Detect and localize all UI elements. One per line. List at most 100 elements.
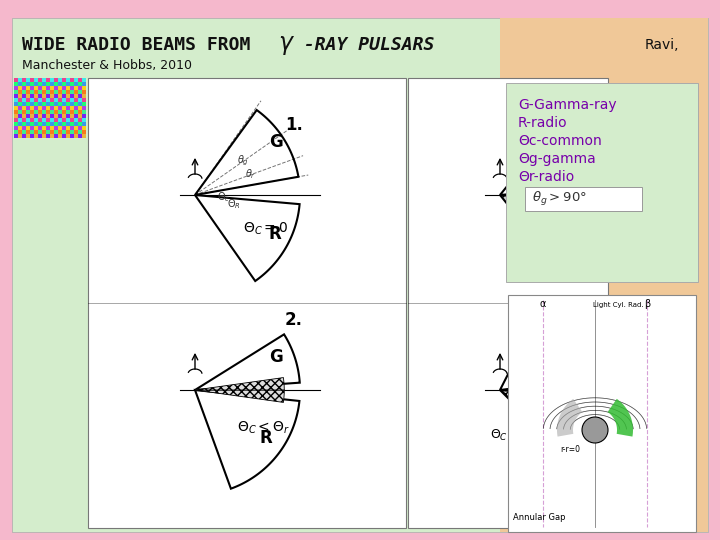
Bar — [42, 126, 46, 130]
Bar — [30, 122, 34, 126]
Bar — [22, 122, 26, 126]
Bar — [74, 114, 78, 118]
Bar — [30, 86, 34, 90]
Bar — [78, 118, 82, 122]
Bar — [62, 106, 66, 110]
Bar — [82, 134, 86, 138]
FancyBboxPatch shape — [88, 78, 406, 528]
Bar — [22, 78, 26, 82]
Circle shape — [582, 417, 608, 443]
Bar — [22, 118, 26, 122]
Bar — [34, 82, 38, 86]
Bar — [30, 118, 34, 122]
Bar — [50, 90, 54, 94]
Bar — [14, 110, 18, 114]
Bar — [22, 90, 26, 94]
Bar — [30, 134, 34, 138]
Text: R: R — [259, 429, 272, 448]
Text: Θg-gamma: Θg-gamma — [518, 152, 595, 166]
Text: -RAY PULSARS: -RAY PULSARS — [293, 36, 434, 54]
FancyBboxPatch shape — [508, 295, 696, 532]
Bar — [30, 78, 34, 82]
Bar — [14, 106, 18, 110]
Bar — [78, 130, 82, 134]
Bar — [66, 134, 70, 138]
Bar — [58, 94, 62, 98]
Bar — [22, 110, 26, 114]
Bar — [30, 82, 34, 86]
Text: $\theta_g > 90°$: $\theta_g > 90°$ — [532, 190, 587, 208]
Bar — [38, 90, 42, 94]
Bar — [82, 114, 86, 118]
Bar — [70, 106, 74, 110]
Bar — [26, 98, 30, 102]
Bar — [14, 126, 18, 130]
Bar — [58, 118, 62, 122]
Bar — [50, 130, 54, 134]
Bar — [26, 90, 30, 94]
Bar — [54, 78, 58, 82]
Bar — [74, 94, 78, 98]
Bar — [74, 102, 78, 106]
Bar — [54, 86, 58, 90]
Text: α: α — [540, 299, 546, 309]
Bar — [78, 82, 82, 86]
Bar — [62, 94, 66, 98]
Bar — [78, 126, 82, 130]
Bar — [58, 98, 62, 102]
Bar — [78, 110, 82, 114]
Text: G: G — [559, 410, 572, 425]
Bar — [38, 94, 42, 98]
Bar — [38, 118, 42, 122]
Bar — [78, 86, 82, 90]
Bar — [42, 130, 46, 134]
Bar — [74, 130, 78, 134]
Bar — [30, 130, 34, 134]
Bar — [58, 102, 62, 106]
Bar — [34, 118, 38, 122]
Bar — [66, 90, 70, 94]
Bar — [18, 86, 22, 90]
Bar — [14, 82, 18, 86]
Bar — [62, 110, 66, 114]
Bar — [78, 122, 82, 126]
Bar — [34, 130, 38, 134]
Text: $\Theta_c=\Theta_r$: $\Theta_c=\Theta_r$ — [505, 221, 557, 238]
Bar — [22, 114, 26, 118]
Bar — [50, 102, 54, 106]
Bar — [18, 110, 22, 114]
Bar — [34, 126, 38, 130]
Bar — [54, 122, 58, 126]
Bar — [54, 114, 58, 118]
Bar — [54, 126, 58, 130]
Bar — [18, 126, 22, 130]
Bar — [18, 82, 22, 86]
Bar — [74, 126, 78, 130]
Bar — [42, 82, 46, 86]
Text: $\Theta_C=\Theta_g<\Theta_r$: $\Theta_C=\Theta_g<\Theta_r$ — [490, 427, 569, 444]
Bar — [62, 98, 66, 102]
FancyBboxPatch shape — [12, 18, 708, 532]
Bar — [66, 110, 70, 114]
Text: 3.: 3. — [568, 119, 586, 137]
Text: G: G — [564, 147, 577, 162]
Text: $\Theta_R$: $\Theta_R$ — [227, 197, 240, 211]
Bar — [42, 102, 46, 106]
Bar — [78, 134, 82, 138]
Bar — [42, 122, 46, 126]
Bar — [50, 110, 54, 114]
Bar — [70, 86, 74, 90]
Bar — [46, 114, 50, 118]
Bar — [34, 90, 38, 94]
Bar — [38, 114, 42, 118]
Bar — [42, 78, 46, 82]
Text: r-r=0: r-r=0 — [560, 445, 580, 454]
Bar — [58, 126, 62, 130]
Bar — [50, 94, 54, 98]
Bar — [42, 94, 46, 98]
Bar — [70, 118, 74, 122]
Bar — [66, 102, 70, 106]
Bar — [82, 118, 86, 122]
Bar — [26, 78, 30, 82]
Bar — [18, 98, 22, 102]
